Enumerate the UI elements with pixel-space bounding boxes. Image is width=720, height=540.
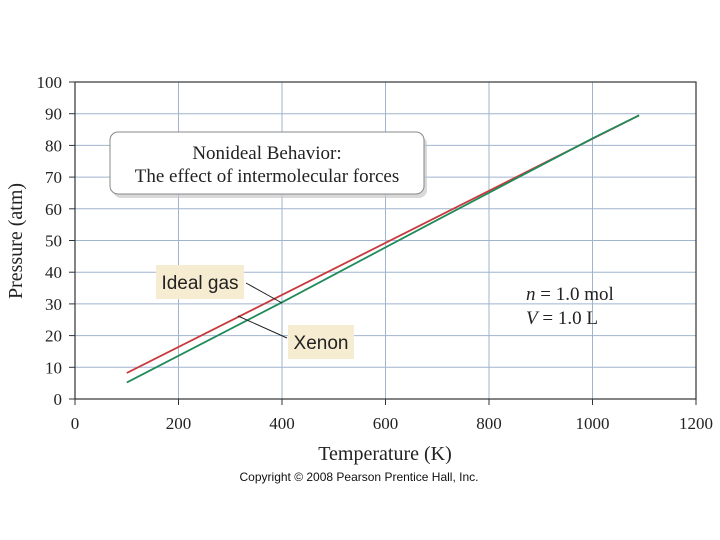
ideal-gas-leader-line bbox=[245, 282, 283, 304]
chart-title: Nonideal Behavior: bbox=[192, 143, 341, 164]
series-label-ideal-gas: Ideal gas bbox=[161, 273, 238, 294]
y-tick-label: 60 bbox=[45, 200, 62, 219]
y-tick-label: 30 bbox=[45, 295, 62, 314]
x-axis-title: Temperature (K) bbox=[318, 443, 452, 465]
conditions-annotation: n = 1.0 mol V = 1.0 L bbox=[526, 284, 614, 329]
y-tick-label: 50 bbox=[45, 232, 62, 251]
y-axis-ticks: 0 10 20 30 40 50 60 70 80 90 100 bbox=[37, 73, 75, 409]
y-tick-label: 100 bbox=[37, 73, 63, 92]
copyright-text: Copyright © 2008 Pearson Prentice Hall, … bbox=[240, 470, 479, 484]
x-tick-label: 200 bbox=[166, 414, 192, 433]
y-tick-label: 0 bbox=[54, 390, 63, 409]
x-tick-label: 600 bbox=[373, 414, 399, 433]
y-axis-title: Pressure (atm) bbox=[5, 183, 27, 299]
x-axis-ticks: 0 200 400 600 800 1000 1200 bbox=[71, 399, 713, 433]
x-tick-label: 1200 bbox=[679, 414, 713, 433]
condition-volume: V = 1.0 L bbox=[526, 308, 598, 329]
series-line-xenon bbox=[126, 114, 640, 384]
y-tick-label: 90 bbox=[45, 105, 62, 124]
chart-title-callout: Nonideal Behavior: The effect of intermo… bbox=[109, 131, 427, 198]
series-group bbox=[126, 114, 640, 384]
y-tick-label: 70 bbox=[45, 168, 62, 187]
y-tick-label: 80 bbox=[45, 136, 62, 155]
x-tick-label: 0 bbox=[71, 414, 80, 433]
x-tick-label: 1000 bbox=[576, 414, 610, 433]
y-tick-label: 10 bbox=[45, 358, 62, 377]
series-label-xenon: Xenon bbox=[294, 333, 349, 354]
xenon-leader-line bbox=[237, 315, 288, 339]
y-tick-label: 40 bbox=[45, 263, 62, 282]
xenon-tag: Xenon bbox=[237, 315, 354, 359]
x-tick-label: 800 bbox=[476, 414, 502, 433]
chart-subtitle: The effect of intermolecular forces bbox=[135, 166, 399, 187]
y-tick-label: 20 bbox=[45, 327, 62, 346]
ideal-gas-tag: Ideal gas bbox=[156, 265, 283, 304]
condition-moles: n = 1.0 mol bbox=[526, 284, 614, 305]
x-tick-label: 400 bbox=[269, 414, 295, 433]
